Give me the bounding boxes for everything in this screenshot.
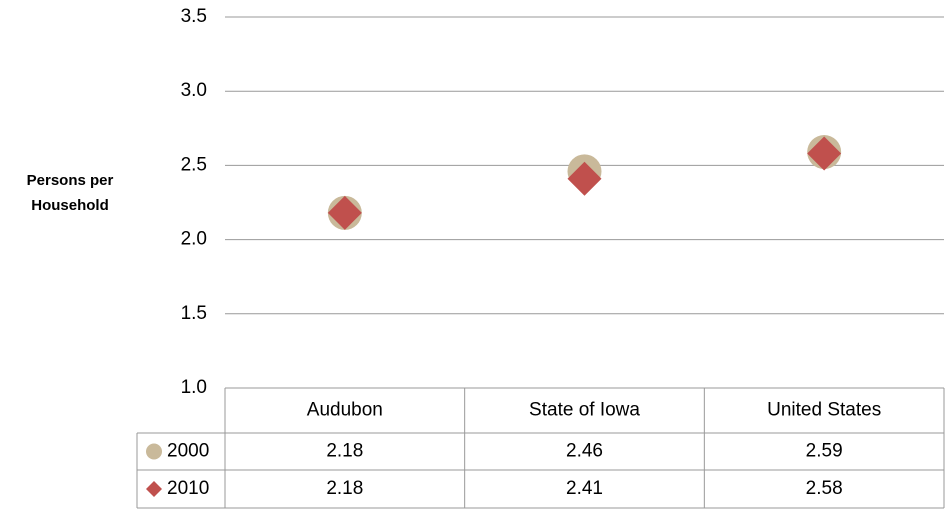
y-tick-label: 3.0 — [181, 80, 207, 101]
table-cell: 2.58 — [806, 478, 843, 499]
legend-marker — [146, 443, 162, 460]
legend-marker — [146, 481, 162, 497]
data-point — [567, 161, 602, 196]
data-point — [807, 136, 842, 171]
data-point — [327, 195, 362, 230]
y-tick-label: 1.0 — [181, 377, 207, 398]
x-tick-label: Audubon — [307, 400, 383, 421]
y-tick-label: 2.0 — [181, 229, 207, 250]
table-cell: 2.41 — [566, 478, 603, 499]
y-axis-label: Persons per Household — [26, 172, 114, 214]
table-cell: 2.59 — [806, 441, 843, 462]
y-tick-label: 2.5 — [181, 154, 207, 175]
legend-label: 2010 — [167, 478, 209, 499]
table-cell: 2.18 — [326, 478, 363, 499]
legend-label: 2000 — [167, 441, 209, 462]
y-tick-label: 3.5 — [181, 6, 207, 27]
x-tick-label: State of Iowa — [529, 400, 640, 421]
x-tick-label: United States — [767, 400, 881, 421]
table-cell: 2.46 — [566, 441, 603, 462]
y-tick-label: 1.5 — [181, 303, 207, 324]
table-cell: 2.18 — [326, 441, 363, 462]
